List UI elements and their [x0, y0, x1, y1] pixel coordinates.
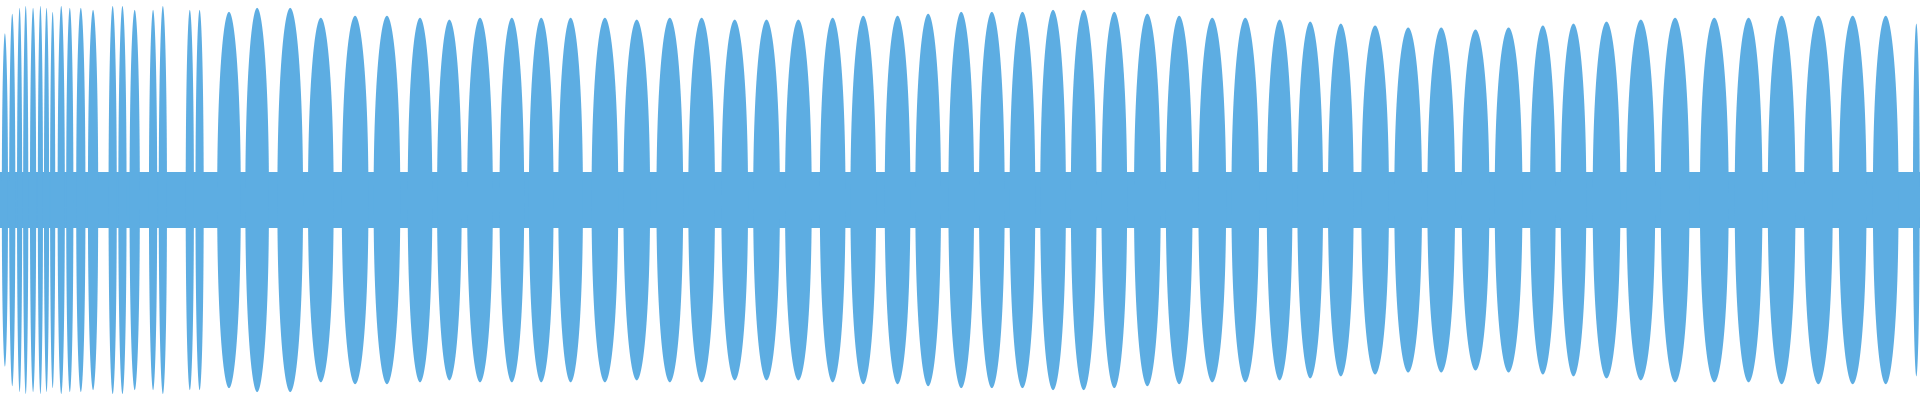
wave-pulse [108, 5, 117, 395]
wave-pulse [373, 15, 401, 385]
wave-pulse [499, 17, 525, 383]
wave-pulse [185, 9, 194, 391]
wave-pulse [1266, 19, 1293, 381]
wave-pulse [57, 5, 65, 395]
wave-pulse [1734, 17, 1763, 383]
wave-pulse [1767, 15, 1796, 385]
wave-pulse [915, 13, 942, 387]
wave-pulse [1461, 29, 1490, 371]
wave-pulse [17, 7, 23, 393]
wave-pulse [1133, 13, 1161, 387]
wave-pulse [9, 13, 16, 387]
wave-pulse [1101, 11, 1128, 389]
wave-pulse [1699, 17, 1729, 383]
wave-pulse [467, 17, 493, 383]
wave-pulse [1660, 17, 1690, 383]
wave-pulse [1872, 15, 1899, 385]
wave-pulse [784, 19, 812, 381]
wave-pulse [1165, 15, 1193, 385]
wave-pulse [591, 17, 619, 383]
wave-pulse [1040, 9, 1066, 391]
wave-pulse [1361, 25, 1389, 375]
wave-pulse [1530, 25, 1556, 375]
wave-pulse [1198, 17, 1227, 383]
wave-pulse [528, 17, 554, 383]
wave-pulse [1427, 27, 1456, 373]
wave-pulse [87, 9, 99, 391]
wave-pulse [1560, 23, 1587, 377]
wave-pulse [407, 17, 433, 383]
wave-pulse [978, 11, 1005, 389]
wave-pulse [158, 5, 167, 395]
wave-pulse [1, 33, 8, 367]
wave-pulse [884, 15, 911, 385]
wave-pulse [1327, 23, 1354, 377]
wave-pulse [37, 5, 43, 395]
wave-pulse [558, 17, 583, 383]
wave-pulse [245, 7, 269, 393]
wave-pulse [1297, 21, 1324, 379]
wave-pulse [1803, 15, 1833, 385]
wave-pulse [23, 5, 29, 395]
wave-pulse [819, 17, 846, 383]
wave-pulse [1592, 21, 1621, 379]
wave-pulse [307, 17, 334, 383]
wave-pulse [1009, 11, 1036, 389]
wave-pulse [850, 15, 877, 385]
wave-pulse [217, 11, 241, 389]
wave-pulse [656, 17, 684, 383]
wave-pulse [66, 7, 74, 393]
wave-pulse [1231, 17, 1260, 383]
wave-pulse [195, 9, 204, 391]
wave-pulse [1494, 27, 1523, 373]
wave-pulse [437, 19, 462, 381]
wave-pulse [948, 11, 975, 389]
wave-pulse [341, 15, 369, 385]
wave-pulse [118, 5, 127, 395]
wave-pulse [753, 19, 780, 381]
wave-pulse [1838, 15, 1867, 385]
wave-pulse [623, 19, 651, 381]
wave-pulse [148, 9, 158, 391]
wave-pulse [50, 11, 56, 389]
wave-pulse [129, 9, 140, 391]
wave-pulse [277, 7, 304, 393]
wave-pulse [1912, 23, 1920, 377]
wave-pulse [76, 7, 86, 393]
wave-pulse [1070, 9, 1097, 391]
wave-pulse [721, 19, 749, 381]
wave-pulse [43, 7, 50, 393]
wave-pulse [29, 7, 37, 393]
wave-pulse [1394, 27, 1423, 373]
wave-pulse [688, 17, 716, 383]
wave-pulse [1626, 19, 1656, 381]
